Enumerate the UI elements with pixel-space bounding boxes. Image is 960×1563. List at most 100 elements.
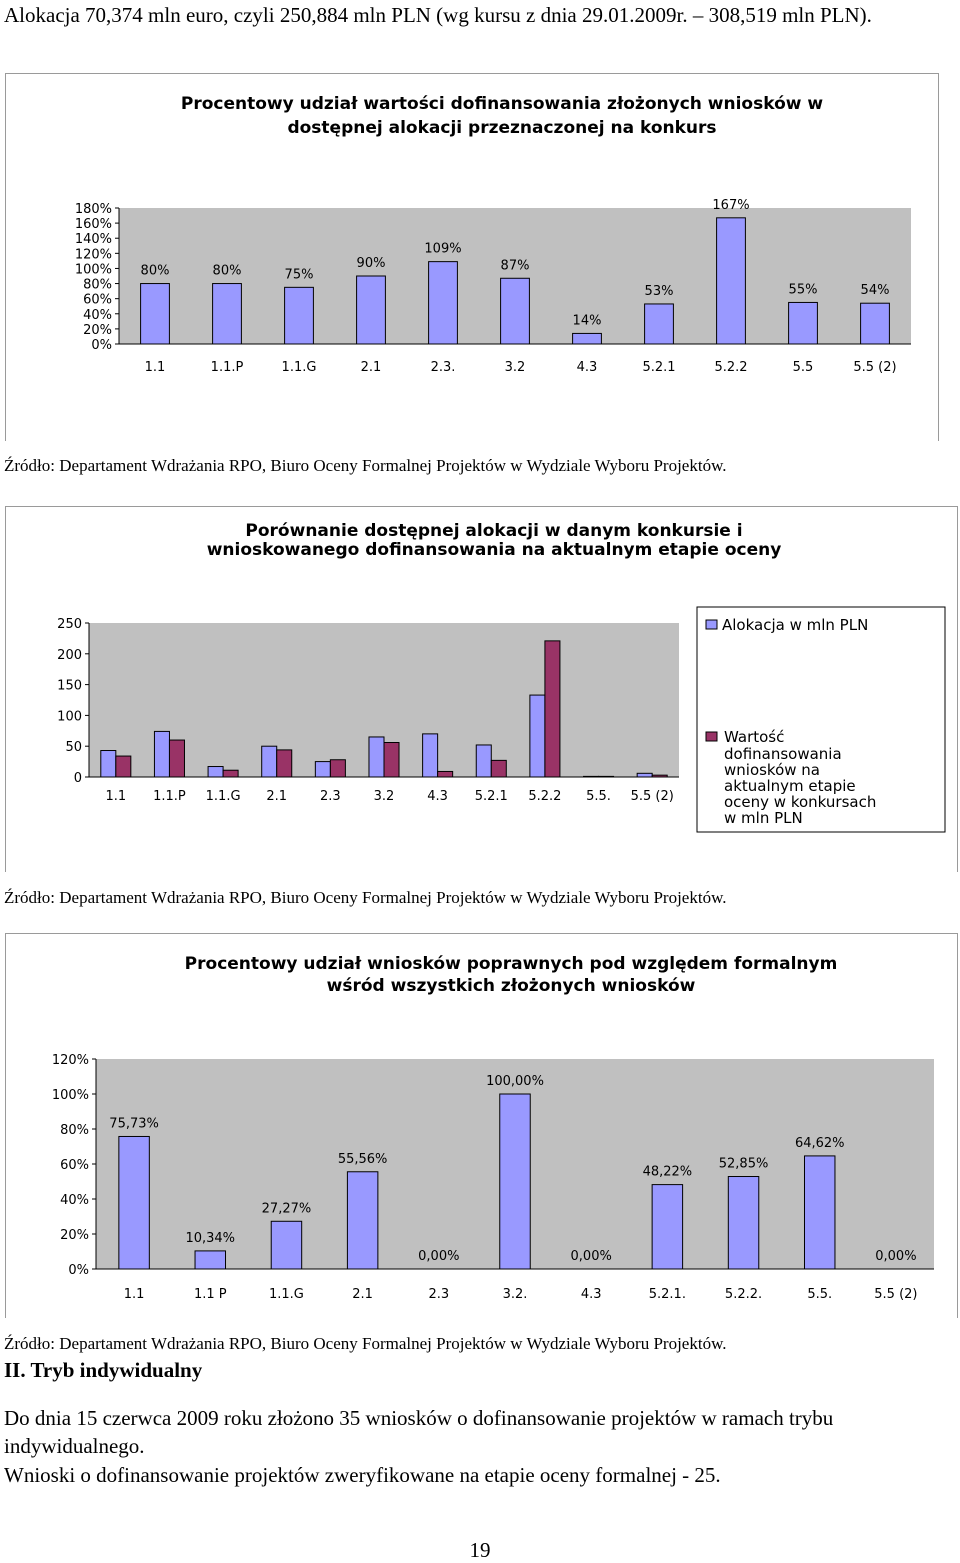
data-label: 55,56% [338,1152,388,1167]
bar [383,742,400,778]
chart-allocation-comparison: Porównanie dostępnej alokacji w danym ko… [5,506,958,872]
legend-label-line: w mln PLN [724,809,803,827]
legend-label-line: aktualnym etapie [724,777,856,795]
bar [500,277,530,345]
chart-title-line: wśród wszystkich złożonych wniosków [327,976,696,996]
y-tick-label: 20% [83,323,112,338]
y-tick-label: 180% [75,202,112,217]
legend-box [696,606,946,833]
bar [356,275,386,345]
intro-paragraph: Alokacja 70,374 mln euro, czyli 250,884 … [4,3,872,27]
x-tick-label: 1.1.G [269,1287,304,1302]
legend-label-line: wniosków na [724,761,820,779]
chart-title-line: Procentowy udział wniosków poprawnych po… [185,954,838,974]
bar [168,739,185,778]
y-tick-label: 40% [60,1193,89,1208]
x-tick-label: 2.3 [428,1287,449,1302]
bar [329,759,346,778]
x-tick-label: 1.1.G [282,360,317,375]
x-tick-label: 5.2.2 [714,360,747,375]
y-tick-label: 140% [75,232,112,247]
bar [212,283,242,345]
x-tick-label: 3.2 [374,789,395,804]
bar [314,761,331,778]
y-tick-label: 160% [75,217,112,232]
bar [100,750,117,778]
bar [207,766,224,778]
x-tick-label: 1.1 P [194,1287,227,1302]
bar [284,286,314,345]
x-tick-label: 1.1 [145,360,166,375]
bar [788,301,818,345]
data-label: 0,00% [571,1249,612,1264]
data-label: 109% [424,242,461,257]
x-tick-label: 3.2 [505,360,526,375]
y-tick-label: 0% [68,1263,89,1278]
legend-label-line: oceny w konkursach [724,793,876,811]
data-label: 53% [645,284,674,299]
chart-formally-correct-share-svg: Procentowy udział wniosków poprawnych po… [52,954,934,1302]
bar [428,261,458,345]
legend-entry: Wartość dofinansowania wniosków na aktua… [705,728,881,827]
x-tick-label: 5.5. [807,1287,832,1302]
body-paragraph: Wnioski o dofinansowanie projektów zwery… [4,1463,721,1487]
y-tick-label: 200 [57,648,82,663]
legend-label: Alokacja w mln PLN [722,616,868,634]
data-label: 0,00% [418,1249,459,1264]
x-tick-label: 4.3 [581,1287,602,1302]
x-tick-label: 5.5. [586,789,611,804]
bar [422,733,439,778]
data-label: 75,73% [109,1116,159,1131]
x-tick-label: 1.1.P [153,789,186,804]
legend-label-line: dofinansowania [724,745,842,763]
x-tick-label: 5.5 (2) [874,1287,917,1302]
bar [651,1184,684,1270]
legend-label-line: Wartość [724,728,784,746]
bar [727,1176,760,1270]
bar [115,755,132,778]
legend-swatch [705,731,718,742]
y-tick-label: 50 [65,740,82,755]
y-tick-label: 120% [52,1053,89,1068]
data-label: 0,00% [875,1249,916,1264]
data-label: 52,85% [719,1157,769,1172]
x-tick-label: 2.1 [361,360,382,375]
bar [222,769,239,778]
x-tick-label: 5.2.1 [475,789,508,804]
y-tick-label: 250 [57,617,82,632]
bar [118,1135,150,1270]
bar [475,744,492,778]
data-label: 48,22% [643,1165,693,1180]
data-label: 75% [285,267,314,282]
y-tick-label: 60% [83,293,112,308]
source-note: Źródło: Departament Wdrażania RPO, Biuro… [4,1334,727,1353]
x-tick-label: 4.3 [427,789,448,804]
chart-title-line: wnioskowanego dofinansowania na aktualny… [207,540,782,560]
x-tick-label: 5.2.2 [528,789,561,804]
bar [583,775,600,778]
body-paragraph: Do dnia 15 czerwca 2009 roku złożono 35 … [4,1406,834,1458]
y-tick-label: 100% [75,262,112,277]
bar [529,694,546,778]
bar [716,217,746,345]
bar [270,1220,303,1270]
y-tick-label: 20% [60,1228,89,1243]
data-label: 80% [213,264,242,279]
y-tick-label: 40% [83,308,112,323]
legend-label: Wartość dofinansowania wniosków na aktua… [724,728,881,827]
x-tick-label: 1.1 [105,789,126,804]
bar [572,332,602,345]
x-tick-label: 4.3 [577,360,598,375]
page-number: 19 [469,1538,491,1562]
data-label: 100,00% [486,1074,544,1089]
x-tick-label: 2.3 [320,789,341,804]
bar [368,736,385,778]
bar [651,774,668,778]
x-tick-label: 5.2.1. [649,1287,686,1302]
y-tick-label: 150 [57,679,82,694]
bar [153,730,170,778]
bar [140,283,170,345]
chart-title-line: Procentowy udział wartości dofinansowani… [181,94,823,114]
chart-allocation-comparison-svg: Porównanie dostępnej alokacji w danym ko… [57,521,946,833]
x-tick-label: 2.3. [431,360,456,375]
